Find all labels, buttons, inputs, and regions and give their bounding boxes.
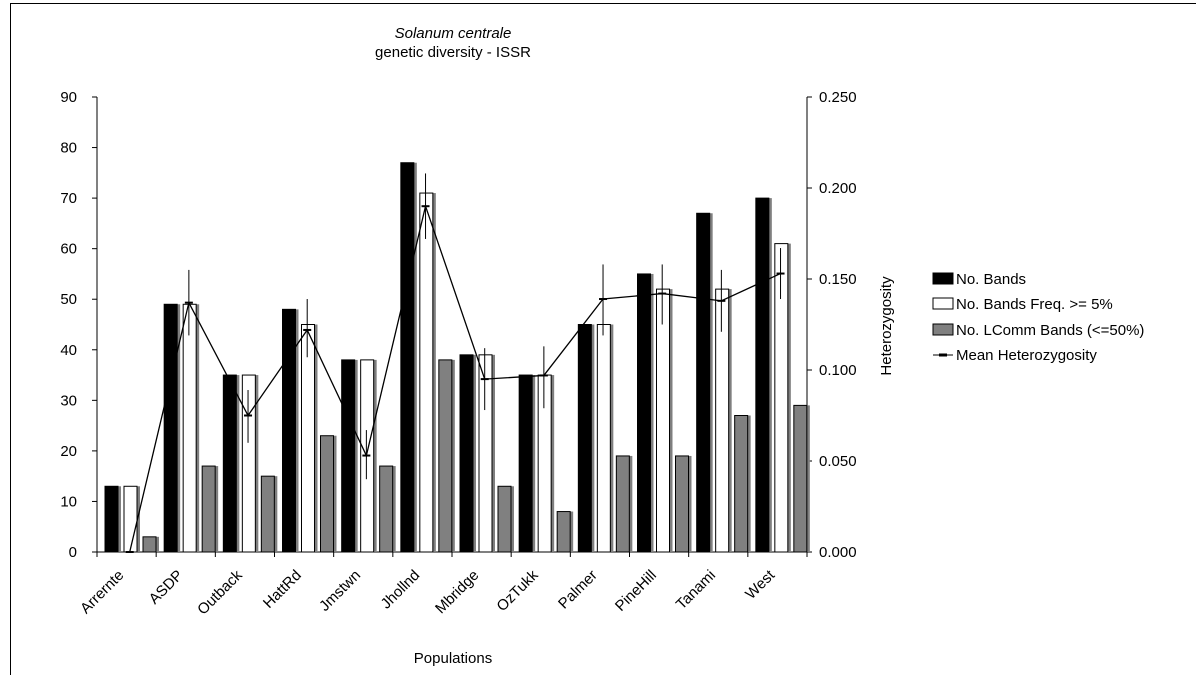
y-tick-label: 40 — [60, 342, 77, 359]
bar-1 — [696, 212, 711, 553]
bar-3 — [260, 475, 275, 553]
x-tick-label: Mbridge — [432, 567, 482, 617]
x-tick-label: Jmstwn — [316, 567, 364, 615]
bar-3 — [379, 465, 394, 553]
bar-3 — [497, 485, 512, 553]
x-tick-label: Outback — [194, 566, 246, 618]
bar-3 — [675, 455, 689, 553]
x-tick-label: Tanami — [673, 567, 719, 613]
bar-3 — [615, 455, 630, 553]
bar-1 — [459, 354, 474, 553]
legend-label: Mean Heterozygosity — [956, 347, 1097, 364]
heterozygosity-line — [129, 203, 781, 553]
legend-swatch — [932, 272, 954, 285]
bar-1 — [637, 273, 651, 553]
bar-2 — [123, 485, 138, 553]
y-tick-label: 10 — [60, 493, 77, 510]
y-tick-label: 0 — [69, 544, 77, 561]
bar-3 — [734, 415, 749, 553]
bar-3 — [320, 435, 334, 553]
bar-2 — [656, 288, 670, 553]
y2-tick-label: 0.050 — [819, 453, 857, 470]
bar-1 — [755, 197, 770, 553]
chart-title: Solanum centrale — [395, 25, 512, 42]
chart-subtitle: genetic diversity - ISSR — [375, 44, 531, 61]
x-tick-label: West — [742, 566, 779, 603]
x-tick-label: HattRd — [260, 567, 305, 612]
y-tick-label: 90 — [60, 89, 77, 106]
bar-2 — [537, 374, 552, 553]
bar-3 — [793, 404, 808, 553]
x-tick-label: PineHill — [612, 567, 660, 615]
y-tick-label: 60 — [60, 241, 77, 258]
bar-2 — [241, 374, 256, 553]
y2-tick-label: 0.000 — [819, 544, 857, 561]
bar-3 — [201, 465, 216, 553]
bar-1 — [163, 303, 178, 553]
y2-tick-label: 0.100 — [819, 362, 857, 379]
bar-2 — [478, 354, 493, 553]
legend-label: No. Bands Freq. >= 5% — [956, 296, 1113, 313]
legend-label: No. LComm Bands (<=50%) — [956, 322, 1144, 339]
legend: No. Bands No. Bands Freq. >= 5% No. LComm … — [932, 271, 1144, 364]
y2-tick-label: 0.200 — [819, 180, 857, 197]
bar-1 — [341, 359, 356, 553]
chart-frame — [10, 3, 1196, 675]
x-tick-label: ASDP — [146, 567, 187, 608]
bar-1 — [104, 485, 119, 553]
legend-label: No. Bands — [956, 271, 1026, 288]
bar-3 — [438, 359, 453, 553]
y-tick-label: 70 — [60, 190, 77, 207]
bar-1 — [577, 324, 592, 553]
bar-3 — [142, 536, 157, 553]
bar-2 — [301, 324, 315, 553]
y2-axis-label: Heterozygosity — [878, 276, 895, 376]
x-tick-label: OzTukk — [493, 566, 542, 615]
plot-area: 0 10 20 30 40 50 60 70 80 90 0.000 0.050 0.100 0.150 0… — [60, 89, 856, 618]
y-tick-label: 30 — [60, 392, 77, 409]
y-tick-label: 20 — [60, 443, 77, 460]
bar-2 — [596, 324, 611, 553]
x-tick-label: Jhollnd — [378, 567, 424, 613]
legend-swatch — [932, 323, 954, 336]
bar-2 — [419, 192, 434, 553]
y-tick-label: 80 — [60, 140, 77, 157]
bar-1 — [282, 308, 296, 553]
bar-2 — [715, 288, 730, 553]
y2-tick-label: 0.150 — [819, 271, 857, 288]
bar-1 — [222, 374, 237, 553]
bar-2 — [182, 303, 197, 553]
x-tick-label: Palmer — [555, 567, 601, 613]
x-tick-label: Arrernte — [77, 567, 127, 617]
bar-1 — [400, 162, 415, 553]
y-tick-label: 50 — [60, 291, 77, 308]
bar-1 — [518, 374, 533, 553]
x-axis-label: Populations — [414, 650, 492, 667]
y2-tick-label: 0.250 — [819, 89, 857, 106]
legend-swatch — [932, 297, 954, 310]
bar-2 — [774, 243, 789, 553]
bar-3 — [556, 511, 571, 553]
